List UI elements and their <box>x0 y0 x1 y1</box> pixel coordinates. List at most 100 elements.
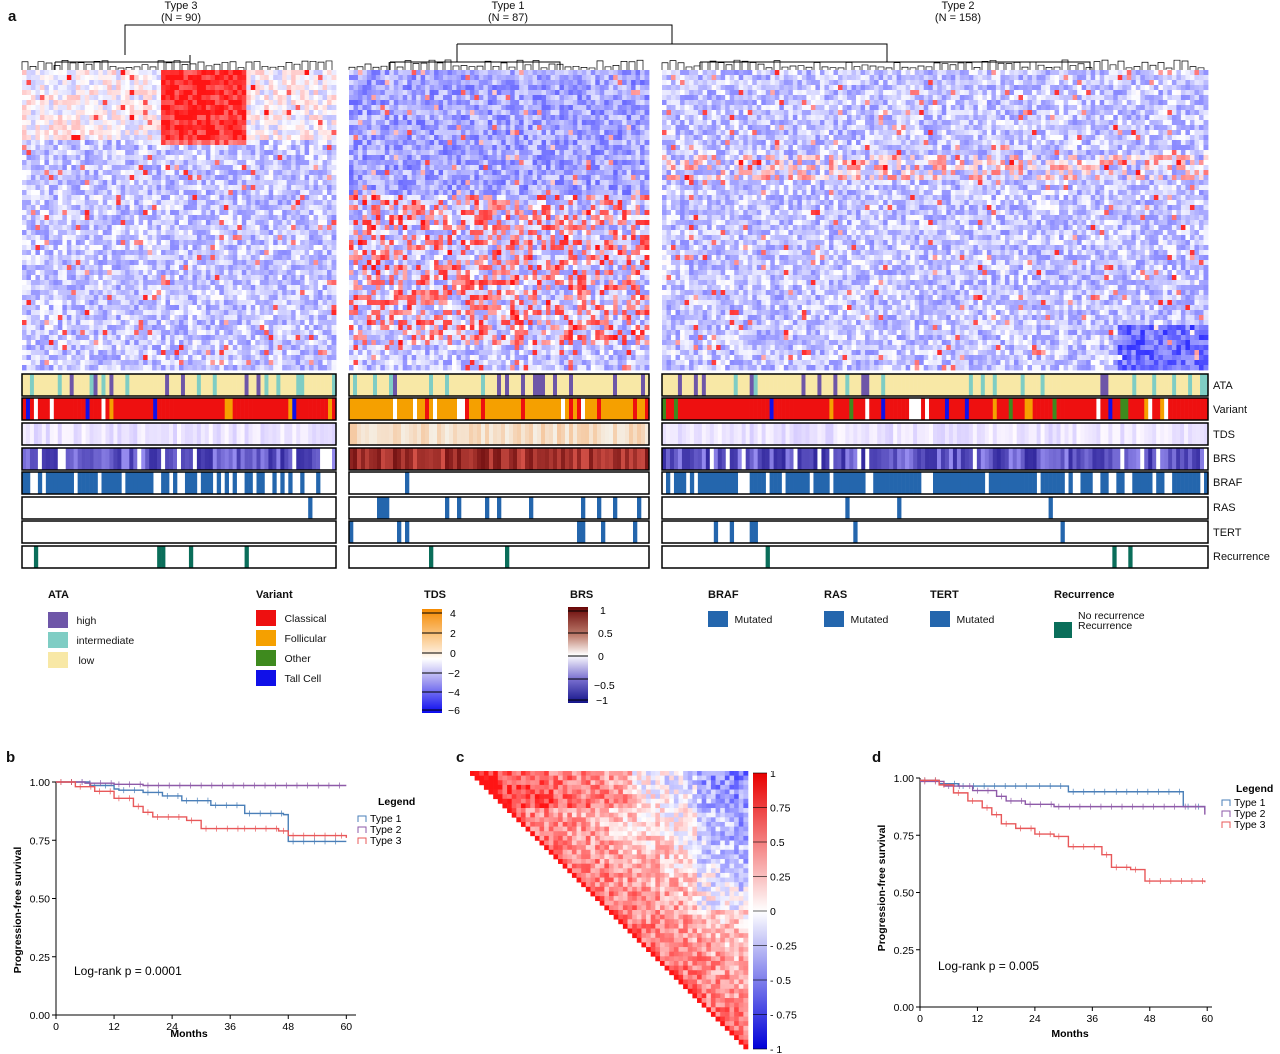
corr-cell <box>729 794 735 800</box>
corr-cell <box>622 835 628 841</box>
corr-cell <box>678 808 684 813</box>
corr-cell <box>627 831 633 837</box>
corr-cell <box>701 840 707 846</box>
corr-cell <box>497 775 503 781</box>
corr-cell <box>701 803 707 809</box>
corr-cell <box>562 845 568 851</box>
corr-cell <box>683 947 689 952</box>
corr-cell <box>720 826 726 832</box>
corr-cell <box>687 789 693 795</box>
corr-cell <box>738 1011 744 1017</box>
cluster-label-type3: Type 3 (N = 90) <box>121 0 241 24</box>
corr-cell <box>724 928 730 934</box>
corr-cell <box>567 859 573 864</box>
corr-cell <box>720 937 726 943</box>
corr-cell <box>539 812 545 818</box>
corr-cell <box>520 789 526 795</box>
corr-cell <box>724 998 730 1003</box>
corr-cell <box>539 826 545 832</box>
corr-cell <box>724 882 730 888</box>
corr-cell <box>706 877 712 883</box>
corr-cell <box>636 808 642 813</box>
colorbar-tick-label: - 0.25 <box>770 941 797 953</box>
corr-cell <box>715 933 721 939</box>
corr-cell <box>530 794 536 800</box>
corr-cell <box>641 771 647 776</box>
legend-key <box>1221 810 1231 817</box>
corr-cell <box>687 988 693 994</box>
corr-cell <box>650 771 656 776</box>
corr-cell <box>650 900 656 906</box>
corr-cell <box>729 896 735 902</box>
corr-cell <box>687 942 693 948</box>
corr-cell <box>738 863 744 869</box>
legend-title: RAS <box>824 589 848 601</box>
corr-cell <box>534 826 540 832</box>
corr-cell <box>692 984 698 990</box>
corr-cell <box>706 868 712 874</box>
corr-cell <box>720 905 726 911</box>
corr-cell <box>567 840 573 846</box>
corr-cell <box>479 771 485 776</box>
corr-cell <box>683 886 689 892</box>
corr-cell <box>567 817 573 823</box>
corr-cell <box>618 794 624 800</box>
corr-cell <box>706 919 712 925</box>
corr-cell <box>734 993 740 999</box>
corr-cell <box>673 863 679 869</box>
corr-cell <box>613 849 619 855</box>
corr-cell <box>692 886 698 892</box>
corr-cell <box>669 771 675 776</box>
corr-cell <box>585 821 591 827</box>
corr-cell <box>669 900 675 906</box>
corr-cell <box>534 780 540 786</box>
corr-cell <box>669 780 675 786</box>
corr-cell <box>558 771 563 776</box>
corr-cell <box>562 780 568 786</box>
x-tick-label: 60 <box>1201 1013 1213 1025</box>
corr-cell <box>687 784 693 790</box>
corr-cell <box>655 923 661 929</box>
corr-cell <box>655 771 661 776</box>
corr-cell <box>678 905 684 911</box>
corr-cell <box>664 910 670 915</box>
corr-cell <box>697 831 702 837</box>
corr-cell <box>622 900 628 906</box>
corr-cell <box>706 872 712 878</box>
corr-cell <box>590 817 596 823</box>
corr-cell <box>701 868 707 874</box>
braf-track <box>22 472 336 494</box>
corr-cell <box>669 840 675 846</box>
corr-cell <box>613 784 619 790</box>
corr-cell <box>627 882 633 888</box>
corr-cell <box>669 923 675 929</box>
corr-cell <box>632 923 638 929</box>
corr-cell <box>715 905 721 911</box>
corr-cell <box>622 872 628 878</box>
corr-cell <box>562 808 568 813</box>
corr-cell <box>683 956 689 962</box>
corr-cell <box>595 877 601 883</box>
corr-cell <box>715 970 721 976</box>
corr-cell <box>664 886 670 892</box>
corr-cell <box>664 794 670 800</box>
corr-cell <box>738 812 744 818</box>
corr-cell <box>715 872 721 878</box>
corr-cell <box>701 784 707 790</box>
corr-cell <box>664 840 670 846</box>
corr-cell <box>599 872 605 878</box>
track-border <box>21 545 337 569</box>
corr-cell <box>516 789 522 795</box>
corr-cell <box>609 882 614 888</box>
corr-cell <box>720 845 726 851</box>
corr-cell <box>710 886 716 892</box>
corr-cell <box>516 803 522 809</box>
corr-cell <box>618 775 624 781</box>
corr-cell <box>664 905 670 911</box>
corr-cell <box>567 821 573 827</box>
corr-cell <box>650 794 656 800</box>
corr-cell <box>659 896 665 902</box>
corr-cell <box>646 928 651 934</box>
corr-cell <box>720 956 726 962</box>
corr-cell <box>669 845 675 851</box>
